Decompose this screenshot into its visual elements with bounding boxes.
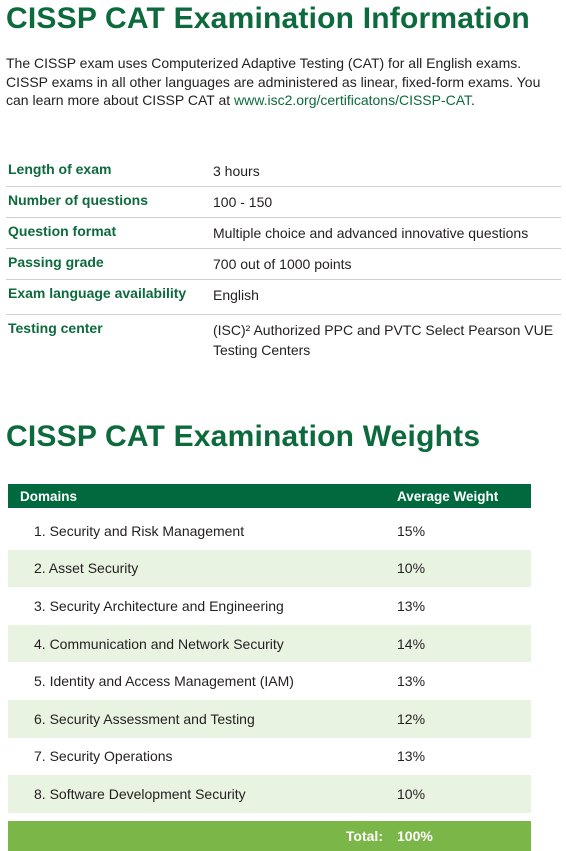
domain-name: 6. Security Assessment and Testing <box>34 710 255 727</box>
info-value: Multiple choice and advanced innovative … <box>213 225 529 241</box>
info-row: Testing center (ISC)² Authorized PPC and … <box>6 315 561 367</box>
info-label: Exam language availability <box>8 285 187 301</box>
header-cell: Average Weight <box>397 488 499 504</box>
info-row: Exam language availability English <box>6 280 561 315</box>
info-label: Length of exam <box>8 161 112 177</box>
domain-name: 2. Asset Security <box>34 560 139 577</box>
weights-table: Domains Average Weight 1. Security and R… <box>8 484 531 851</box>
total-value: 100% <box>397 828 433 844</box>
info-value: 3 hours <box>213 163 260 179</box>
table-body: 1. Security and Risk Management 15% 2. Ass… <box>8 508 531 813</box>
info-label: Testing center <box>8 320 103 336</box>
weight-row: 4. Communication and Network Security 14% <box>8 624 531 663</box>
intro-link[interactable]: www.isc2.org/certificatons/CISSP-CAT <box>234 92 472 108</box>
domain-weight: 13% <box>397 673 426 690</box>
info-value: 700 out of 1000 points <box>213 256 352 272</box>
table-header: Domains Average Weight <box>8 484 531 508</box>
domain-name: 1. Security and Risk Management <box>34 522 245 539</box>
weight-row: 6. Security Assessment and Testing 12% <box>8 699 531 738</box>
domain-name: 3. Security Architecture and Engineering <box>34 597 284 614</box>
info-table: Length of exam 3 hours Number of questions… <box>6 156 561 367</box>
intro-paragraph: The CISSP exam uses Computerized Adaptiv… <box>6 54 562 110</box>
domain-weight: 14% <box>397 635 426 652</box>
info-row: Passing grade 700 out of 1000 points <box>6 249 561 280</box>
weight-row: 8. Software Development Security 10% <box>8 775 531 813</box>
section-title: CISSP CAT Examination Weights <box>6 420 481 453</box>
domain-name: 5. Identity and Access Management (IAM) <box>34 673 294 690</box>
domain-name: 7. Security Operations <box>34 748 173 765</box>
total-label: Total: <box>345 828 383 844</box>
domain-weight: 12% <box>397 710 426 727</box>
intro-end: . <box>471 92 475 108</box>
weight-row: 3. Security Architecture and Engineering… <box>8 587 531 625</box>
domain-weight: 15% <box>397 522 426 539</box>
total-row: Total: 100% <box>8 821 531 851</box>
domain-weight: 13% <box>397 748 426 765</box>
info-row: Question format Multiple choice and advan… <box>6 218 561 249</box>
header-cell: Domains <box>20 488 78 504</box>
info-row: Number of questions 100 - 150 <box>6 187 561 218</box>
info-label: Passing grade <box>8 254 104 270</box>
info-value: (ISC)² Authorized PPC and PVTC Select Pe… <box>213 322 554 358</box>
domain-weight: 13% <box>397 597 426 614</box>
domain-weight: 10% <box>397 560 426 577</box>
info-label: Number of questions <box>8 192 149 208</box>
page-title: CISSP CAT Examination Information <box>6 2 530 35</box>
weight-row: 7. Security Operations 13% <box>8 737 531 776</box>
domain-name: 8. Software Development Security <box>34 785 246 802</box>
weight-row: 2. Asset Security 10% <box>8 549 531 588</box>
weight-row: 1. Security and Risk Management 15% <box>8 512 531 550</box>
intro-text: The CISSP exam uses Computerized Adaptiv… <box>6 55 541 108</box>
domain-weight: 10% <box>397 785 426 802</box>
info-value: English <box>213 287 259 303</box>
domain-name: 4. Communication and Network Security <box>34 635 284 652</box>
info-value: 100 - 150 <box>213 194 273 210</box>
weight-row: 5. Identity and Access Management (IAM) 1… <box>8 662 531 700</box>
info-label: Question format <box>8 223 117 239</box>
info-row: Length of exam 3 hours <box>6 156 561 187</box>
